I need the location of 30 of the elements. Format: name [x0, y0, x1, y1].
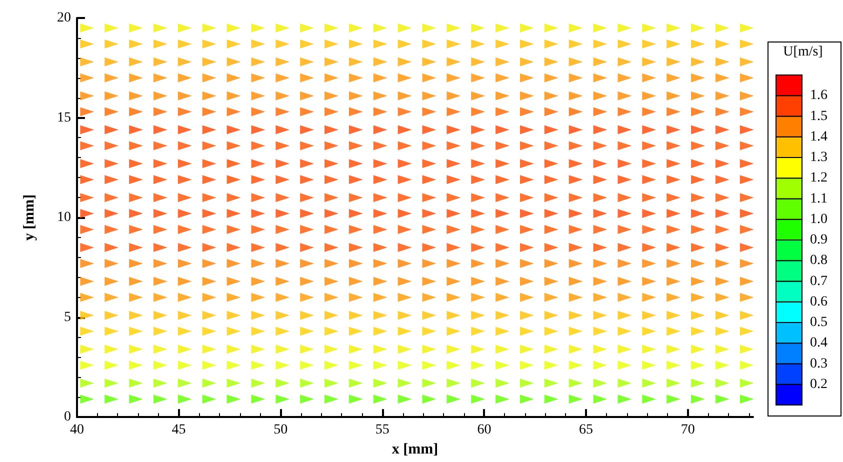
color-bar-label: 0.2	[810, 376, 828, 392]
y-tick-label: 5	[64, 310, 71, 325]
color-bar-label: 0.9	[810, 232, 828, 248]
color-bar-label: 0.3	[810, 356, 828, 372]
x-axis-title: x [mm]	[392, 442, 438, 458]
color-bar-label: 1.0	[810, 212, 828, 227]
color-bar-label: 0.5	[810, 315, 828, 330]
y-axis-title: y [mm]	[22, 194, 38, 241]
color-bar-label: 0.7	[810, 274, 828, 289]
color-bar-title: U[m/s]	[783, 44, 823, 60]
x-tick-label: 50	[274, 422, 288, 438]
x-tick-label: 40	[70, 422, 84, 438]
y-tick-label: 20	[57, 10, 71, 26]
x-tick-label: 70	[680, 422, 695, 438]
y-tick-label: 0	[64, 410, 71, 425]
color-bar-label: 0.4	[810, 336, 828, 351]
color-bar-label: 1.6	[810, 88, 828, 104]
x-tick-label: 45	[172, 422, 186, 438]
color-bar-label: 1.2	[810, 170, 828, 186]
x-tick-label: 65	[579, 422, 594, 438]
color-bar-label: 1.5	[810, 108, 828, 124]
y-tick-label: 15	[57, 110, 71, 126]
color-bar-label: 1.1	[810, 191, 828, 206]
x-tick-label: 55	[375, 422, 390, 438]
color-bar-label: 1.4	[810, 129, 828, 144]
color-bar-label: 1.3	[810, 150, 828, 165]
color-bar-label: 0.8	[810, 253, 828, 268]
y-tick-label: 10	[57, 210, 71, 226]
color-bar-label: 0.6	[810, 294, 828, 310]
x-tick-label: 60	[477, 422, 492, 438]
